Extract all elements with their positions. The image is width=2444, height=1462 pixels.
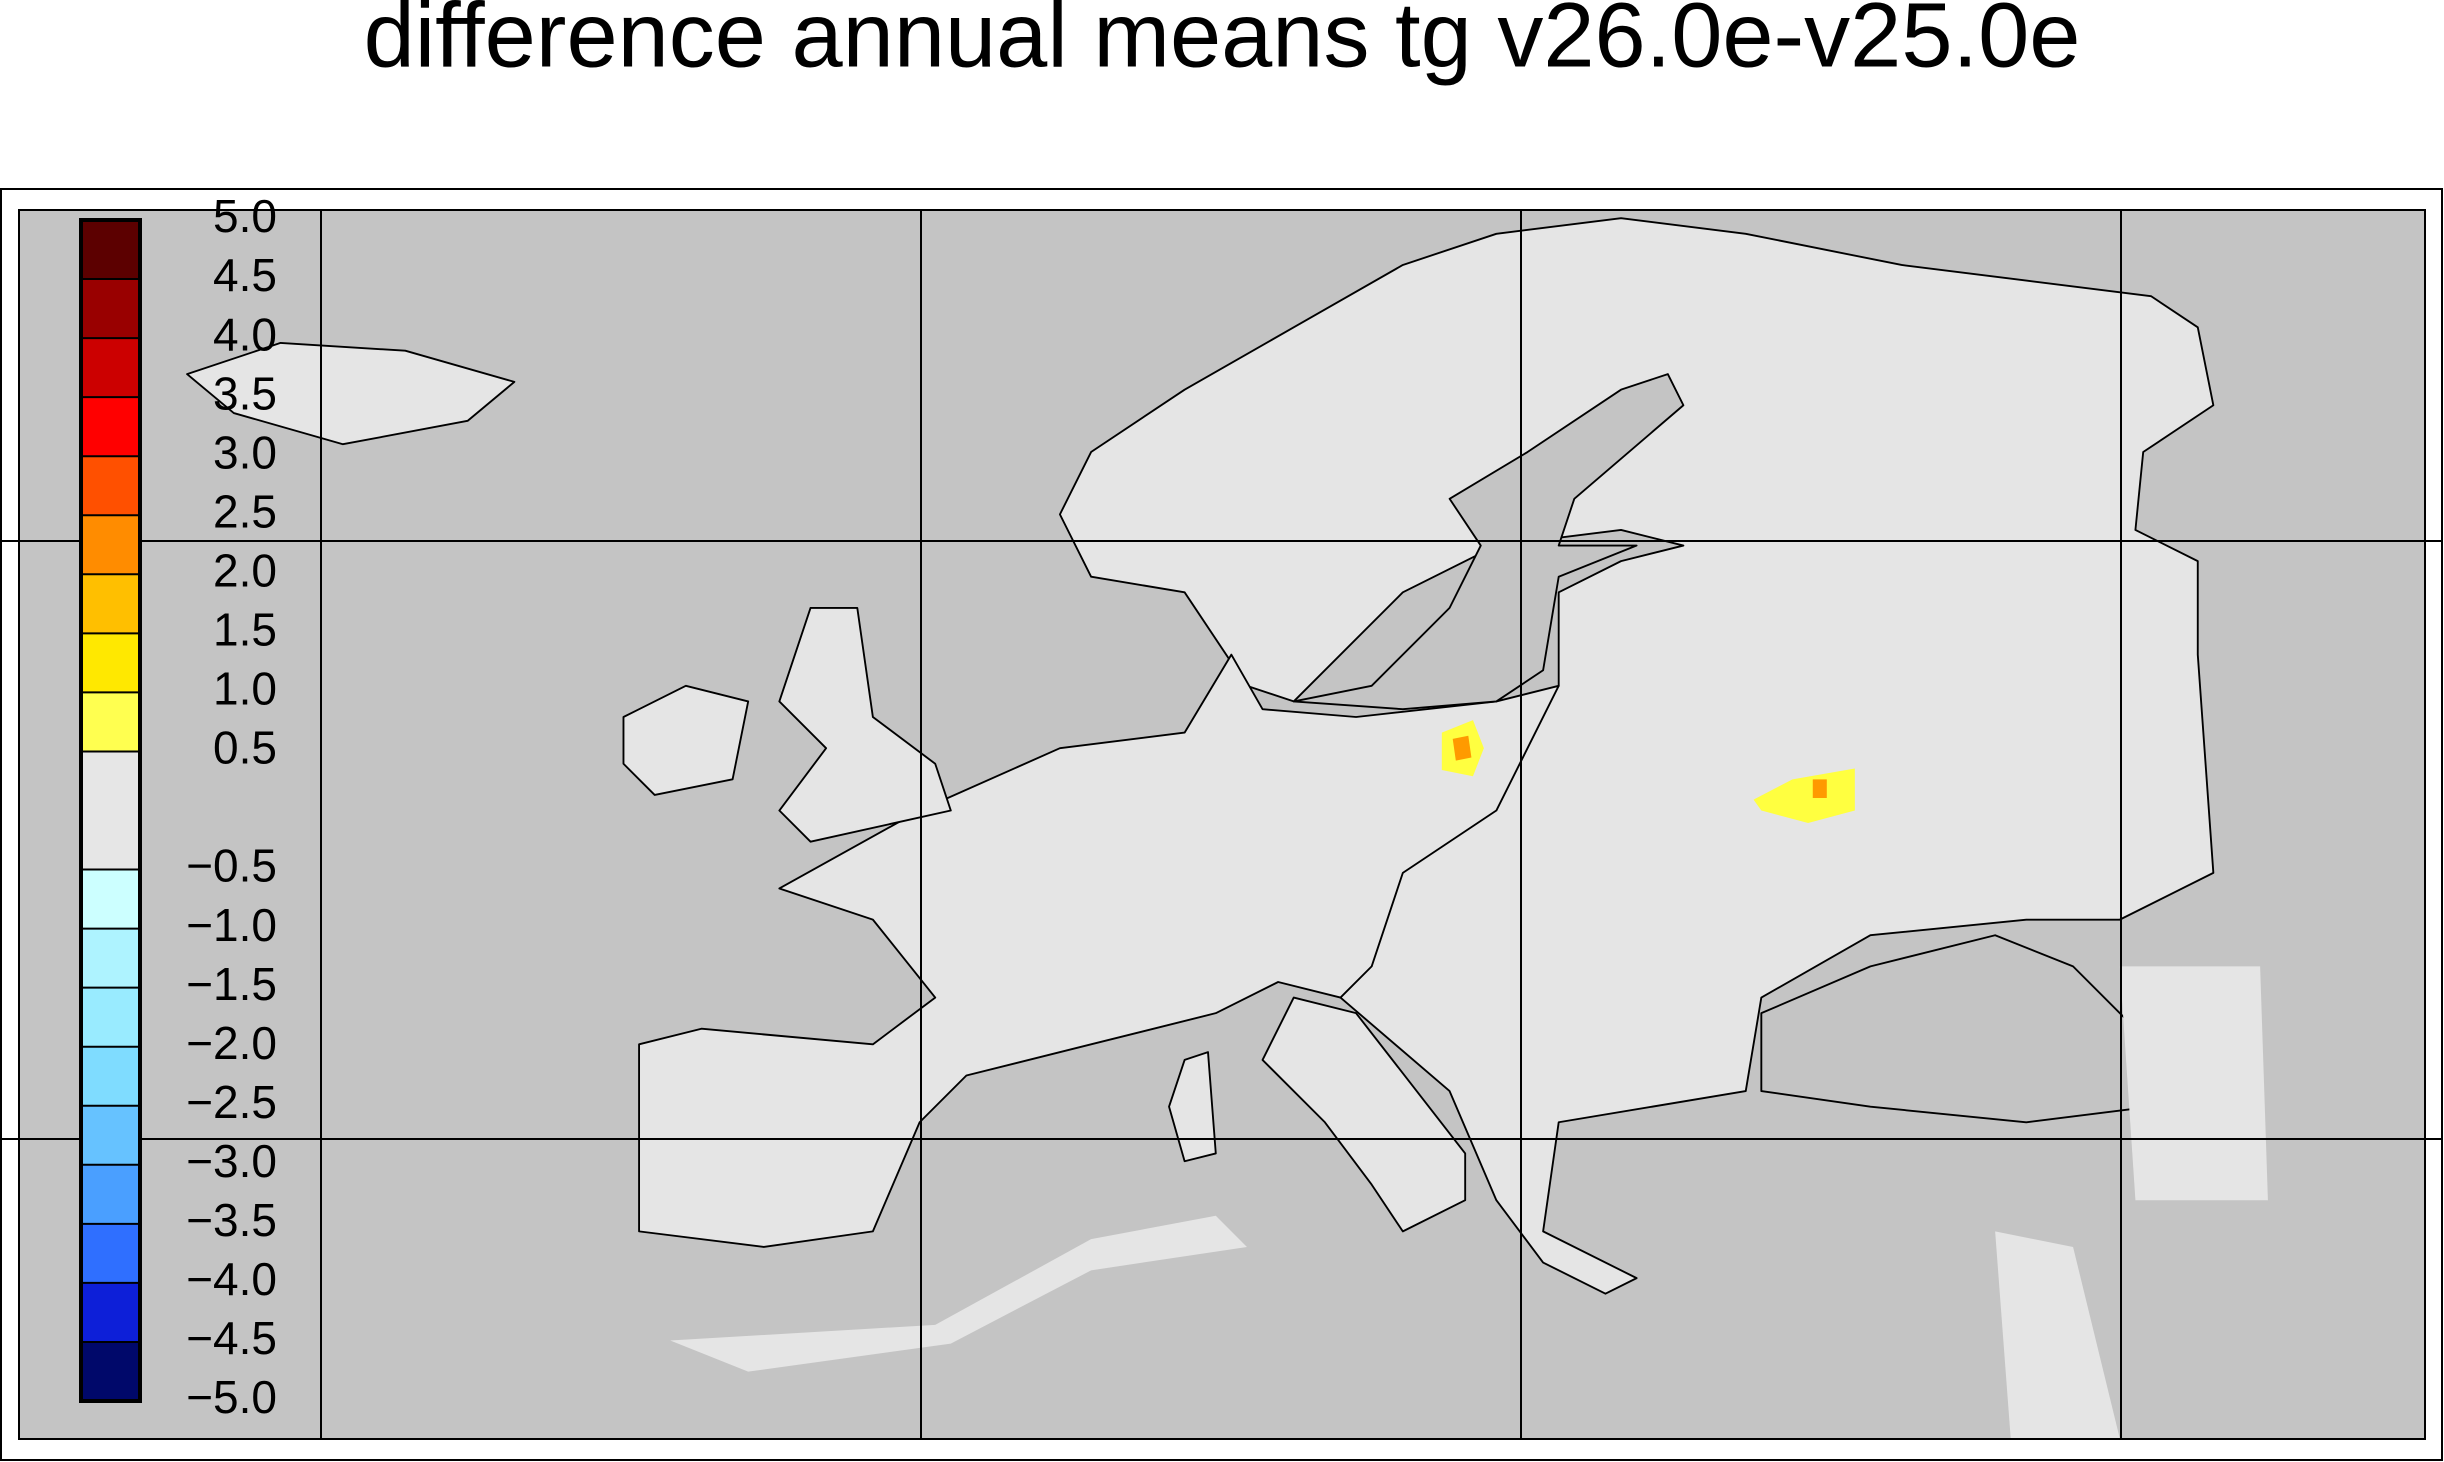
britain [778, 606, 952, 843]
colorbar-segment [81, 574, 140, 634]
colorbar-label: 3.5 [213, 367, 277, 419]
map [1, 209, 2442, 1440]
title: difference annual means tg v26.0e-v25.0e [364, 0, 2081, 86]
corsica-sardinia [1168, 1051, 1217, 1163]
colorbar-label: −5.0 [186, 1371, 277, 1423]
colorbar-segment [81, 456, 140, 516]
graticule [1, 210, 2442, 1439]
north-africa-band [670, 1215, 1247, 1372]
colorbar-segment [81, 1223, 140, 1283]
colorbar-segment [81, 692, 140, 752]
colorbar-segment [81, 633, 140, 693]
colorbar-label: −2.0 [186, 1017, 277, 1069]
east-band [2119, 966, 2268, 1201]
colorbar-segment [81, 279, 140, 339]
egypt-band [1995, 1231, 2120, 1439]
colorbar-label: −3.0 [186, 1135, 277, 1187]
anomaly-core [1812, 779, 1827, 799]
colorbar-label: −1.0 [186, 899, 277, 951]
colorbar-segment [81, 928, 140, 988]
colorbar-segment [81, 1105, 140, 1165]
colorbar-label: −1.5 [186, 958, 277, 1010]
colorbar-label: −2.5 [186, 1076, 277, 1128]
land-east [1058, 217, 2215, 1295]
outer-frame [0, 188, 2443, 1461]
colorbar: 5.0 4.5 4.0 3.5 3.0 2.5 2.0 1.5 1.0 0.5 −0.5 −1.0 −1… [79, 190, 277, 1423]
anomaly-patch [1753, 768, 1855, 823]
iceland [186, 341, 516, 446]
colorbar-label: 5.0 [213, 190, 277, 242]
colorbar-segment [81, 1282, 140, 1342]
colorbar-segment [81, 869, 140, 929]
colorbar-label: 1.0 [213, 663, 277, 715]
colorbar-label: 2.5 [213, 485, 277, 537]
ireland [622, 684, 750, 796]
map-frame [18, 209, 2426, 1440]
colorbar-segment [81, 1164, 140, 1224]
colorbar-segment [81, 338, 140, 398]
colorbar-label: 3.0 [213, 426, 277, 478]
colorbar-label: −4.5 [186, 1312, 277, 1364]
colorbar-label: −3.5 [186, 1194, 277, 1246]
colorbar-segment [81, 1046, 140, 1106]
colorbar-segment [81, 751, 140, 870]
anomaly-core [1452, 735, 1472, 761]
colorbar-label: 4.0 [213, 308, 277, 360]
colorbar-segment [81, 397, 140, 457]
colorbar-label: 0.5 [213, 722, 277, 774]
colorbar-label: 2.0 [213, 544, 277, 596]
colorbar-segment [81, 1341, 140, 1401]
colorbar-label: −4.0 [186, 1253, 277, 1305]
land-west [638, 653, 1560, 1248]
colorbar-label: 1.5 [213, 604, 277, 656]
colorbar-label: −0.5 [186, 840, 277, 892]
colorbar-label: 4.5 [213, 249, 277, 301]
italy [1261, 996, 1467, 1233]
colorbar-segment [81, 515, 140, 575]
colorbar-segment [81, 987, 140, 1047]
colorbar-segment [81, 220, 140, 280]
